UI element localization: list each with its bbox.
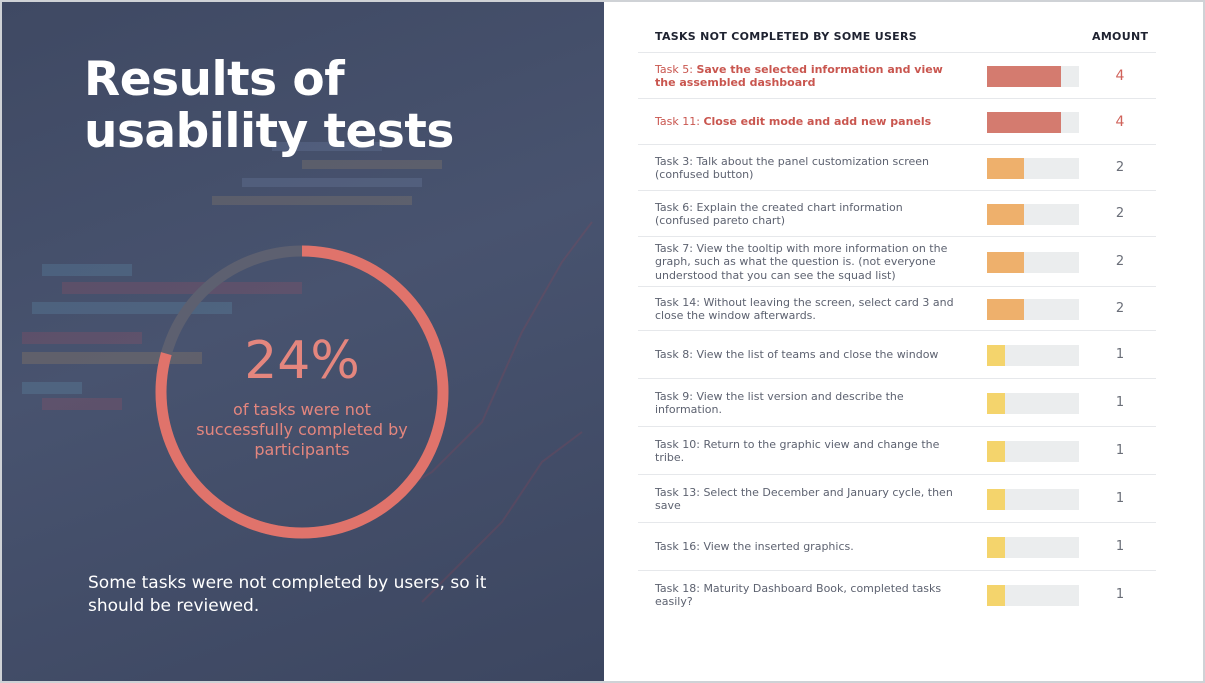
bar-fill: [987, 584, 1006, 606]
page-title: Results of usability tests: [84, 54, 504, 158]
task-description: Select the December and January cycle, t…: [655, 485, 953, 513]
task-number: Task 11:: [655, 115, 704, 128]
column-header-task: TASKS NOT COMPLETED BY SOME USERS: [655, 30, 917, 43]
bar-fill: [987, 440, 1006, 462]
task-label: Task 6: Explain the created chart inform…: [655, 201, 955, 228]
summary-text: Some tasks were not completed by users, …: [88, 573, 487, 616]
table-row: Task 16: View the inserted graphics. 1: [638, 522, 1156, 570]
task-label: Task 8: View the list of teams and close…: [655, 348, 955, 362]
task-description: View the inserted graphics.: [703, 540, 854, 553]
amount-value: 1: [1115, 395, 1125, 410]
bar-fill: [987, 392, 1006, 414]
bar-fill: [987, 344, 1006, 366]
bar-track: [987, 65, 1079, 87]
task-label: Task 14: Without leaving the screen, sel…: [655, 296, 955, 323]
task-description: Without leaving the screen, select card …: [655, 295, 954, 323]
table-row: Task 11: Close edit mode and add new pan…: [638, 98, 1156, 144]
donut-value-arc: [155, 245, 449, 539]
table-row: Task 5: Save the selected information an…: [638, 52, 1156, 98]
bar-fill: [987, 298, 1024, 320]
table-row: Task 14: Without leaving the screen, sel…: [638, 286, 1156, 330]
task-description: Return to the graphic view and change th…: [655, 437, 940, 465]
task-description: Close edit mode and add new panels: [703, 115, 932, 128]
task-label: Task 18: Maturity Dashboard Book, comple…: [655, 582, 955, 609]
amount-value: 2: [1115, 160, 1125, 175]
bar-fill: [987, 157, 1024, 179]
title-line-1: Results of: [84, 52, 345, 107]
task-description: View the tooltip with more information o…: [655, 241, 948, 282]
task-number: Task 9:: [655, 389, 697, 403]
table-row: Task 10: Return to the graphic view and …: [638, 426, 1156, 474]
bar-fill: [987, 65, 1061, 87]
amount-value: 1: [1115, 491, 1125, 506]
bar-track: [987, 344, 1079, 366]
task-number: Task 8:: [655, 348, 697, 361]
task-label: Task 5: Save the selected information an…: [655, 63, 955, 90]
table-row: Task 3: Talk about the panel customizati…: [638, 144, 1156, 190]
amount-value: 2: [1115, 254, 1125, 269]
task-number: Task 7:: [655, 241, 697, 255]
donut-chart: [155, 245, 449, 539]
task-number: Task 10:: [655, 437, 704, 451]
column-header-amount: AMOUNT: [1092, 30, 1149, 43]
task-number: Task 6:: [655, 200, 697, 214]
task-label: Task 10: Return to the graphic view and …: [655, 438, 955, 465]
task-label: Task 11: Close edit mode and add new pan…: [655, 115, 955, 129]
percent-caption: of tasks were not successfully completed…: [196, 400, 408, 459]
bar-track: [987, 440, 1079, 462]
bar-fill: [987, 251, 1024, 273]
bar-track: [987, 488, 1079, 510]
table-row: Task 7: View the tooltip with more infor…: [638, 236, 1156, 286]
amount-value: 1: [1115, 443, 1125, 458]
bar-track: [987, 157, 1079, 179]
task-label: Task 9: View the list version and descri…: [655, 390, 955, 417]
task-label: Task 7: View the tooltip with more infor…: [655, 242, 955, 283]
table-row: Task 13: Select the December and January…: [638, 474, 1156, 522]
bar-fill: [987, 536, 1006, 558]
table-row: Task 18: Maturity Dashboard Book, comple…: [638, 570, 1156, 618]
task-number: Task 5:: [655, 62, 697, 76]
background-chart-decoration: [22, 142, 593, 603]
bar-track: [987, 203, 1079, 225]
amount-value: 1: [1115, 587, 1125, 602]
amount-value: 2: [1115, 206, 1125, 221]
task-description: Save the selected information and view t…: [655, 62, 943, 90]
table-row: Task 8: View the list of teams and close…: [638, 330, 1156, 378]
bar-fill: [987, 488, 1006, 510]
task-number: Task 14:: [655, 295, 704, 309]
bar-track: [987, 536, 1079, 558]
bar-track: [987, 251, 1079, 273]
amount-value: 4: [1115, 68, 1125, 84]
left-panel: Results of usability tests 24% of tasks …: [2, 2, 604, 681]
bar-track: [987, 584, 1079, 606]
amount-value: 2: [1115, 301, 1125, 316]
task-number: Task 16:: [655, 540, 704, 553]
bar-track: [987, 392, 1079, 414]
percent-value: 24%: [244, 331, 360, 391]
bar-fill: [987, 111, 1061, 133]
task-number: Task 3:: [655, 154, 697, 168]
task-description: View the list version and describe the i…: [655, 389, 904, 417]
task-description: Explain the created chart information (c…: [655, 200, 903, 228]
amount-value: 1: [1115, 347, 1125, 362]
task-description: Maturity Dashboard Book, completed tasks…: [655, 581, 942, 609]
task-label: Task 3: Talk about the panel customizati…: [655, 155, 955, 182]
task-description: View the list of teams and close the win…: [696, 348, 939, 361]
task-description: Talk about the panel customization scree…: [655, 154, 930, 182]
task-number: Task 18:: [655, 581, 704, 595]
task-label: Task 16: View the inserted graphics.: [655, 540, 955, 554]
table-row: Task 6: Explain the created chart inform…: [638, 190, 1156, 236]
table-row: Task 9: View the list version and descri…: [638, 378, 1156, 426]
amount-value: 1: [1115, 539, 1125, 554]
bar-track: [987, 298, 1079, 320]
task-number: Task 13:: [655, 485, 704, 499]
bar-fill: [987, 203, 1024, 225]
amount-value: 4: [1115, 114, 1125, 130]
bar-track: [987, 111, 1079, 133]
title-line-2: usability tests: [84, 104, 454, 159]
right-panel: TASKS NOT COMPLETED BY SOME USERS AMOUNT…: [604, 2, 1203, 681]
task-label: Task 13: Select the December and January…: [655, 486, 955, 513]
